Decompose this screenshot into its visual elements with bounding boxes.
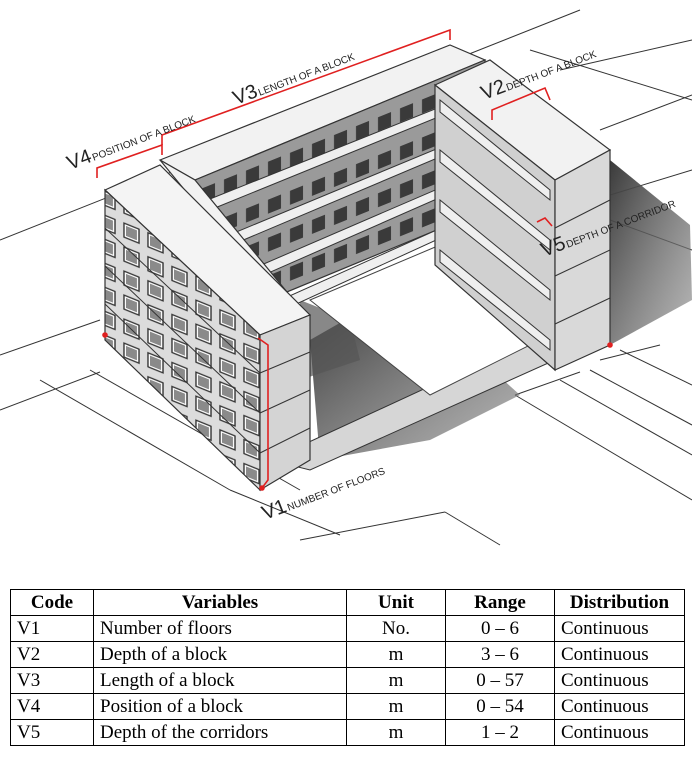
cell-range: 0 – 57 [445, 667, 555, 694]
variables-table: Code Variables Unit Range Distribution V… [10, 589, 685, 746]
cell-unit: No. [346, 615, 446, 642]
label-v4-code: V4 [64, 145, 95, 174]
cell-range: 3 – 6 [445, 641, 555, 668]
header-unit: Unit [346, 589, 446, 616]
cell-code: V2 [10, 641, 94, 668]
cell-distribution: Continuous [554, 615, 685, 642]
cell-unit: m [346, 693, 446, 720]
table-row: V2 Depth of a block m 3 – 6 Continuous [10, 641, 685, 668]
cell-variable: Number of floors [93, 615, 347, 642]
cell-code: V5 [10, 719, 94, 746]
header-code: Code [10, 589, 94, 616]
header-range: Range [445, 589, 555, 616]
back-block [158, 44, 487, 333]
cell-variable: Length of a block [93, 667, 347, 694]
v1-dimension [257, 337, 269, 489]
header-variables: Variables [93, 589, 347, 616]
label-v1-text: NUMBER OF FLOORS [286, 466, 387, 514]
cell-variable: Depth of a block [93, 641, 347, 668]
table-row: V4 Position of a block m 0 – 54 Continuo… [10, 693, 685, 720]
table-row: V1 Number of floors No. 0 – 6 Continuous [10, 615, 685, 642]
cell-distribution: Continuous [554, 667, 685, 694]
table-header-row: Code Variables Unit Range Distribution [10, 589, 685, 616]
cell-range: 0 – 6 [445, 615, 555, 642]
v2-dimension [491, 86, 551, 120]
label-v1-code: V1 [259, 495, 290, 524]
cell-unit: m [346, 641, 446, 668]
v5-dimension [536, 217, 553, 227]
cell-code: V1 [10, 615, 94, 642]
label-v2-text: DEPTH OF A BLOCK [505, 49, 598, 94]
cell-variable: Position of a block [93, 693, 347, 720]
cell-range: 1 – 2 [445, 719, 555, 746]
cell-variable: Depth of the corridors [93, 719, 347, 746]
table-row: V3 Length of a block m 0 – 57 Continuous [10, 667, 685, 694]
v3-dimension [161, 28, 451, 145]
cell-range: 0 – 54 [445, 693, 555, 720]
building-diagram: V4POSITION OF A BLOCK V3LENGTH OF A BLOC… [0, 9, 692, 546]
header-distribution: Distribution [554, 589, 685, 616]
cell-distribution: Continuous [554, 641, 685, 668]
v4-dimension [96, 143, 163, 178]
cell-distribution: Continuous [554, 693, 685, 720]
dimension-lines [96, 28, 613, 491]
label-v3-code: V3 [230, 80, 261, 109]
cell-distribution: Continuous [554, 719, 685, 746]
table-row: V5 Depth of the corridors m 1 – 2 Contin… [10, 719, 685, 746]
cell-code: V3 [10, 667, 94, 694]
cell-unit: m [346, 667, 446, 694]
cell-unit: m [346, 719, 446, 746]
cell-code: V4 [10, 693, 94, 720]
right-block [433, 59, 612, 372]
building-isometric-drawing: V4POSITION OF A BLOCK V3LENGTH OF A BLOC… [0, 9, 692, 546]
front-block [103, 164, 312, 492]
site-lines [0, 9, 692, 546]
